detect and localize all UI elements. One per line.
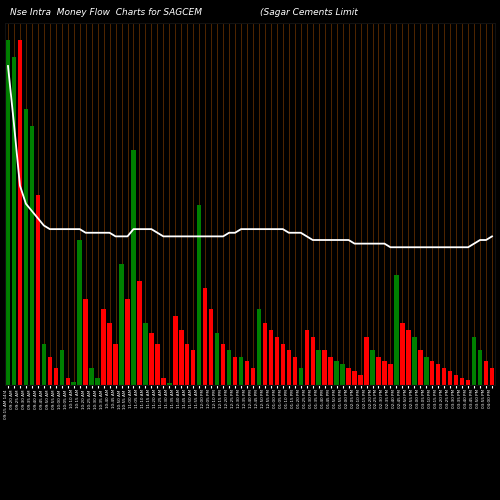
Bar: [328, 358, 333, 385]
Bar: [42, 344, 46, 385]
Bar: [6, 40, 10, 385]
Bar: [352, 371, 357, 385]
Bar: [233, 358, 237, 385]
Bar: [48, 358, 52, 385]
Bar: [209, 309, 214, 385]
Text: (Sagar Cements Limit: (Sagar Cements Limit: [260, 8, 358, 17]
Bar: [250, 368, 255, 385]
Bar: [298, 368, 303, 385]
Bar: [340, 364, 345, 385]
Bar: [137, 282, 141, 385]
Bar: [274, 336, 279, 385]
Bar: [12, 57, 16, 385]
Bar: [161, 378, 166, 385]
Bar: [490, 368, 494, 385]
Bar: [256, 309, 261, 385]
Bar: [376, 358, 380, 385]
Bar: [406, 330, 410, 385]
Bar: [460, 378, 464, 385]
Bar: [96, 378, 100, 385]
Bar: [334, 361, 339, 385]
Bar: [478, 350, 482, 385]
Bar: [430, 361, 434, 385]
Bar: [36, 195, 40, 385]
Bar: [418, 350, 422, 385]
Bar: [197, 206, 202, 385]
Bar: [424, 358, 428, 385]
Bar: [286, 350, 291, 385]
Bar: [54, 368, 58, 385]
Bar: [131, 150, 136, 385]
Bar: [472, 336, 476, 385]
Bar: [364, 336, 369, 385]
Bar: [173, 316, 178, 385]
Bar: [262, 323, 267, 385]
Bar: [268, 330, 273, 385]
Bar: [484, 361, 488, 385]
Bar: [310, 336, 315, 385]
Bar: [102, 309, 106, 385]
Bar: [358, 374, 363, 385]
Bar: [18, 40, 22, 385]
Bar: [304, 330, 309, 385]
Bar: [400, 323, 404, 385]
Bar: [394, 274, 398, 385]
Bar: [126, 298, 130, 385]
Bar: [66, 378, 70, 385]
Bar: [466, 380, 470, 385]
Bar: [227, 350, 232, 385]
Bar: [388, 364, 392, 385]
Bar: [221, 344, 226, 385]
Bar: [84, 298, 88, 385]
Bar: [167, 384, 172, 385]
Bar: [179, 330, 184, 385]
Bar: [78, 240, 82, 385]
Bar: [143, 323, 148, 385]
Bar: [292, 358, 297, 385]
Bar: [120, 264, 124, 385]
Bar: [245, 361, 250, 385]
Bar: [412, 336, 416, 385]
Bar: [382, 361, 386, 385]
Bar: [114, 344, 118, 385]
Bar: [203, 288, 207, 385]
Bar: [215, 333, 220, 385]
Text: Nse Intra  Money Flow  Charts for SAGCEM: Nse Intra Money Flow Charts for SAGCEM: [10, 8, 202, 17]
Bar: [370, 350, 374, 385]
Bar: [239, 358, 244, 385]
Bar: [30, 126, 34, 385]
Bar: [436, 364, 440, 385]
Bar: [316, 350, 321, 385]
Bar: [72, 382, 76, 385]
Bar: [149, 333, 154, 385]
Bar: [108, 323, 112, 385]
Bar: [155, 344, 160, 385]
Bar: [322, 350, 327, 385]
Bar: [442, 368, 446, 385]
Bar: [448, 371, 452, 385]
Bar: [454, 374, 458, 385]
Bar: [90, 368, 94, 385]
Bar: [346, 368, 351, 385]
Bar: [191, 350, 196, 385]
Bar: [60, 350, 64, 385]
Bar: [280, 344, 285, 385]
Bar: [24, 109, 28, 385]
Bar: [185, 344, 190, 385]
